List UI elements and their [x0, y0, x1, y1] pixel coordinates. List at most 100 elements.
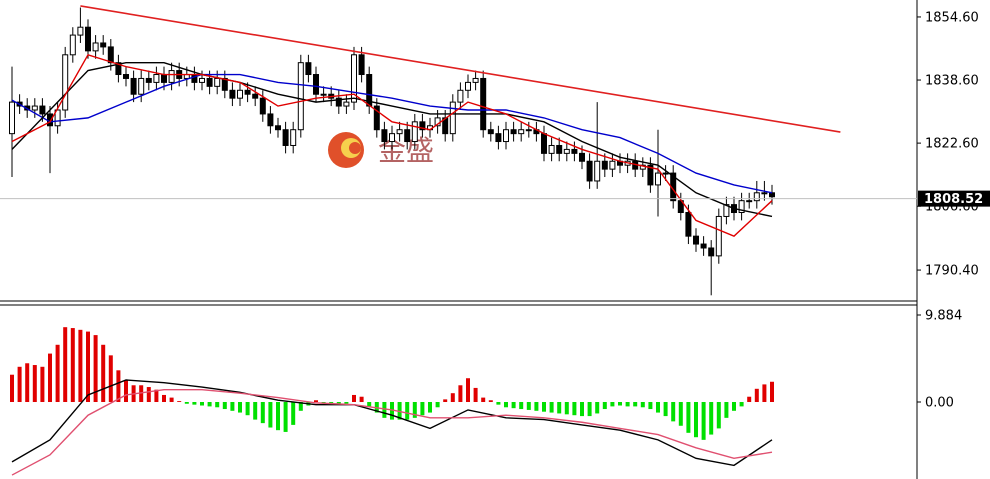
- histogram-bar: [625, 402, 630, 407]
- histogram-bar: [587, 402, 592, 417]
- histogram-bar: [146, 387, 151, 403]
- candle-body: [662, 172, 669, 175]
- candle-body: [609, 160, 616, 170]
- indicator-line: [11, 379, 773, 467]
- candle-body: [107, 46, 114, 64]
- histogram-bar: [139, 385, 144, 403]
- histogram-bar: [481, 397, 486, 403]
- histogram-bar: [177, 401, 182, 403]
- histogram-bar: [435, 402, 440, 408]
- candle-body: [62, 54, 69, 111]
- candle-body: [594, 160, 601, 182]
- histogram-bar: [564, 402, 569, 415]
- candle-body: [579, 152, 585, 162]
- histogram-bar: [78, 329, 83, 403]
- histogram-bar: [618, 402, 622, 406]
- candle-body: [282, 129, 289, 146]
- histogram-bar: [572, 402, 577, 416]
- price-label: 1808.52: [924, 192, 983, 207]
- candle-body: [335, 97, 342, 107]
- candle-body: [647, 164, 654, 186]
- candle-body: [138, 77, 145, 95]
- candle-body: [419, 121, 426, 131]
- histogram-bar: [86, 331, 90, 403]
- candle-body: [685, 212, 692, 237]
- histogram-bar: [542, 402, 546, 412]
- histogram-bar: [412, 402, 417, 418]
- histogram-bar: [504, 402, 508, 408]
- candle-body: [351, 54, 357, 103]
- candle-body: [290, 129, 297, 146]
- candle-body: [320, 93, 327, 96]
- histogram-bar: [276, 402, 280, 431]
- candle-body: [145, 77, 152, 83]
- candle-body: [465, 81, 471, 91]
- histogram-bar: [739, 402, 744, 407]
- candle-body: [518, 129, 525, 135]
- histogram-bar: [656, 402, 660, 413]
- histogram-bar: [200, 402, 204, 406]
- histogram-bar: [40, 366, 45, 403]
- candle-body: [267, 113, 274, 127]
- histogram-bar: [519, 402, 524, 410]
- candle-body: [115, 62, 122, 76]
- candle-body: [708, 247, 715, 257]
- histogram-bar: [329, 402, 334, 404]
- candle-body: [275, 125, 281, 131]
- candle-body: [297, 62, 304, 131]
- histogram-bar: [640, 402, 645, 408]
- histogram-bar: [671, 402, 676, 422]
- histogram-bar: [359, 396, 364, 403]
- candle-body: [715, 215, 722, 257]
- histogram-bar: [595, 402, 600, 414]
- histogram-bar: [405, 402, 410, 420]
- histogram-bar: [169, 397, 174, 403]
- candle-body: [601, 160, 608, 170]
- candle-body: [404, 129, 411, 143]
- candle-body: [571, 148, 578, 154]
- candle-body: [214, 77, 221, 87]
- histogram-bar: [10, 374, 14, 403]
- histogram-bar: [192, 402, 197, 405]
- histogram-bar: [48, 353, 52, 403]
- candle-body: [563, 148, 570, 154]
- histogram-bar: [686, 402, 691, 433]
- candle-body: [700, 243, 707, 249]
- candle-body: [31, 105, 38, 111]
- histogram-bar: [298, 402, 303, 411]
- histogram-bar: [17, 366, 22, 403]
- candle-body: [244, 89, 251, 95]
- histogram-bar: [732, 402, 736, 411]
- candle-body: [396, 129, 403, 135]
- histogram-bar: [709, 402, 714, 435]
- histogram-bar: [207, 402, 212, 407]
- candle-body: [343, 101, 350, 107]
- histogram-bar: [25, 363, 30, 403]
- candle-body: [252, 93, 259, 99]
- watermark: 金盛: [328, 132, 434, 168]
- candle-body: [457, 89, 464, 103]
- histogram-bar: [162, 394, 166, 403]
- candle-body: [753, 192, 760, 202]
- candle-body: [746, 200, 753, 203]
- candle-body: [237, 89, 243, 99]
- candle-body: [472, 77, 479, 83]
- candle-body: [693, 235, 699, 245]
- candle-body: [548, 144, 555, 154]
- histogram-bar: [63, 327, 68, 403]
- y-tick-label: 0.00: [925, 396, 954, 411]
- histogram-bar: [268, 402, 273, 428]
- histogram-bar: [70, 328, 75, 403]
- candle-body: [411, 121, 418, 143]
- histogram-bar: [724, 402, 729, 418]
- histogram-bar: [443, 399, 448, 403]
- histogram-bar: [602, 402, 607, 410]
- trend-line: [80, 5, 841, 133]
- histogram-bar: [754, 388, 759, 403]
- histogram-bar: [633, 402, 638, 407]
- y-tick-label: 1854.60: [925, 10, 979, 25]
- histogram-bar: [716, 402, 721, 429]
- histogram-bar: [352, 394, 356, 403]
- histogram-bar: [701, 402, 706, 440]
- logo-core: [349, 142, 361, 154]
